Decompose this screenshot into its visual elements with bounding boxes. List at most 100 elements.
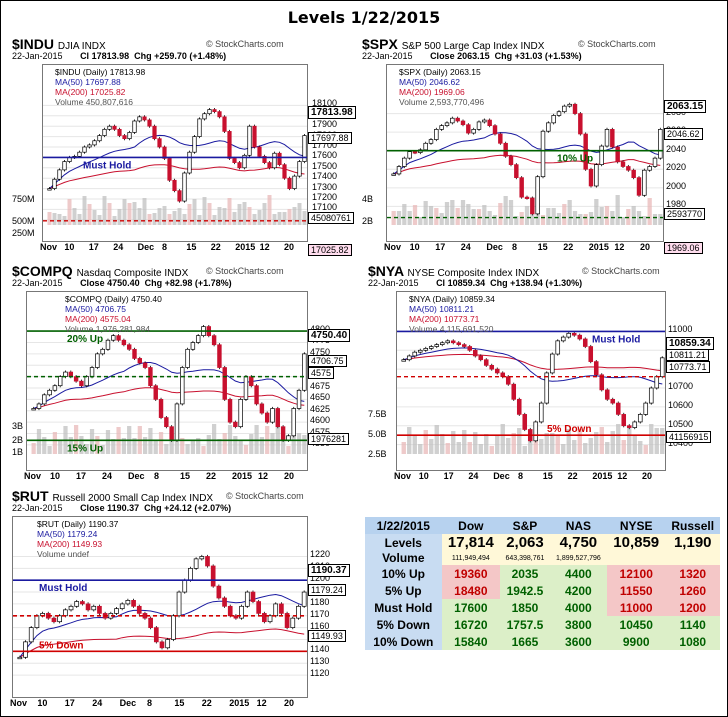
- x-tick-label: 10: [418, 471, 429, 481]
- table-cell: 4200: [549, 582, 607, 599]
- volume-bar: [620, 217, 626, 225]
- candle-body: [450, 340, 456, 344]
- y-tick-label: 4600: [310, 415, 331, 426]
- table-row-10up: 10% Up 19360 2035 4400 12100 1320: [365, 565, 720, 582]
- levels-table: 1/22/2015 Dow S&P NAS NYSE Russell Level…: [365, 517, 720, 650]
- ticker-compq: $COMPQ Nasdaq Composite INDX: [12, 263, 189, 279]
- volume-bar: [82, 196, 87, 225]
- volume-bar: [122, 199, 127, 225]
- volume-bar: [460, 200, 466, 225]
- table-row-volume: Volume 111,949,494 643,398,761 1,899,527…: [365, 551, 720, 565]
- candle-body: [471, 129, 476, 134]
- volume-bar: [197, 215, 202, 225]
- candle-body: [546, 122, 551, 132]
- volume-bar: [302, 435, 307, 454]
- row-header: Must Hold: [365, 599, 442, 616]
- candle-body: [42, 394, 47, 405]
- candle-body: [249, 376, 254, 387]
- volume-bar: [456, 442, 461, 454]
- candle-body: [588, 346, 594, 362]
- candle-body: [412, 151, 418, 154]
- candle-body: [153, 627, 159, 643]
- candle-body: [116, 335, 121, 341]
- candle-body: [498, 133, 503, 144]
- candle-body: [192, 136, 197, 153]
- candle-body: [540, 130, 546, 178]
- candle-body: [277, 152, 282, 166]
- volume-bar: [286, 446, 291, 454]
- ma200-line: [49, 164, 305, 190]
- table-cell: 17,814: [447, 534, 494, 551]
- candle-body: [205, 556, 210, 567]
- candle-body: [301, 591, 307, 607]
- table-header-cell: 1/22/2015: [365, 517, 442, 534]
- candle-body: [89, 367, 95, 377]
- x-tick-label: 24: [113, 242, 124, 252]
- quote-line: 22-Jan-2015 Close 4750.40 Chg +82.98 (+1…: [12, 278, 232, 288]
- value-badge: 4575: [308, 367, 335, 379]
- candle-body: [417, 349, 423, 353]
- volume-bar: [270, 433, 275, 454]
- y-tick-label: 2040: [666, 143, 687, 154]
- volume-bar: [555, 436, 560, 454]
- x-tick-label: 2015: [235, 242, 256, 252]
- candle-body: [52, 178, 57, 189]
- value-badge: 1976281: [308, 433, 350, 445]
- table-cell: 1260: [665, 582, 720, 599]
- x-tick-label: 20: [284, 471, 295, 481]
- candle-body: [489, 365, 495, 370]
- candle-body: [244, 591, 250, 607]
- level-annotation: Must Hold: [39, 583, 87, 594]
- table-cell: 2035: [500, 565, 550, 582]
- table-header-cell: Russell: [665, 517, 720, 534]
- plot-indu: Must Hold $INDU (Daily) 17813.98 MA(50) 17…: [42, 64, 308, 242]
- volume-bar: [550, 433, 555, 454]
- volume-bar: [522, 446, 527, 454]
- ticker-rut: $RUT Russell 2000 Small Cap Index INDX: [12, 488, 214, 504]
- table-cell: 9900: [606, 633, 666, 650]
- x-tick-label: 22: [210, 242, 221, 252]
- candle-body: [188, 567, 193, 581]
- volume-bar: [450, 200, 455, 225]
- volume-bar: [167, 214, 172, 225]
- volume-bar: [572, 440, 577, 454]
- candle-body: [478, 355, 484, 361]
- volume-bar: [232, 212, 237, 225]
- candle-body: [79, 380, 84, 387]
- volume-bar: [588, 438, 593, 454]
- ticker-spx: $SPX S&P 500 Large Cap Index INDX: [362, 36, 545, 52]
- candle-body: [239, 605, 244, 619]
- candle-body: [92, 140, 97, 146]
- table-cell: 3800: [549, 616, 607, 633]
- y-tick-label: 4650: [310, 392, 331, 403]
- candle-body: [428, 346, 434, 349]
- candle-body: [167, 158, 172, 181]
- x-tick-label: Dec: [119, 698, 137, 708]
- volume-bar: [47, 212, 52, 225]
- level-annotation: 5% Down: [547, 424, 591, 435]
- stockcharts-credit: © StockCharts.com: [206, 39, 284, 49]
- plot-rut: Must Hold 5% Down $RUT (Daily) 1190.37 MA(5…: [12, 516, 308, 698]
- volume-bar: [506, 438, 511, 454]
- volume-bar: [172, 211, 177, 225]
- table-header-row: 1/22/2015 Dow S&P NAS NYSE Russell: [365, 517, 720, 534]
- volume-bar: [95, 436, 100, 454]
- x-tick-label: Nov: [394, 471, 412, 481]
- row-header: Levels: [365, 534, 442, 551]
- legend-entry: Volume 4,115,691,520: [409, 324, 494, 334]
- volume-bar: [508, 200, 514, 225]
- candle-body: [233, 615, 239, 619]
- volume-bar: [396, 211, 402, 225]
- y-tick-label: 4675: [310, 381, 331, 391]
- level-annotation: Must Hold: [592, 334, 640, 345]
- ma200-line: [403, 353, 663, 372]
- volume-bar: [58, 440, 63, 454]
- candle-body: [262, 156, 267, 163]
- candle-body: [423, 142, 428, 151]
- x-tick-label: 2015: [592, 471, 613, 481]
- row-header: Volume: [365, 551, 442, 565]
- legend-entry: MA(200) 1149.93: [37, 539, 102, 549]
- candle-body: [582, 338, 588, 347]
- value-badge: 17025.82: [308, 244, 352, 256]
- candle-body: [31, 408, 36, 411]
